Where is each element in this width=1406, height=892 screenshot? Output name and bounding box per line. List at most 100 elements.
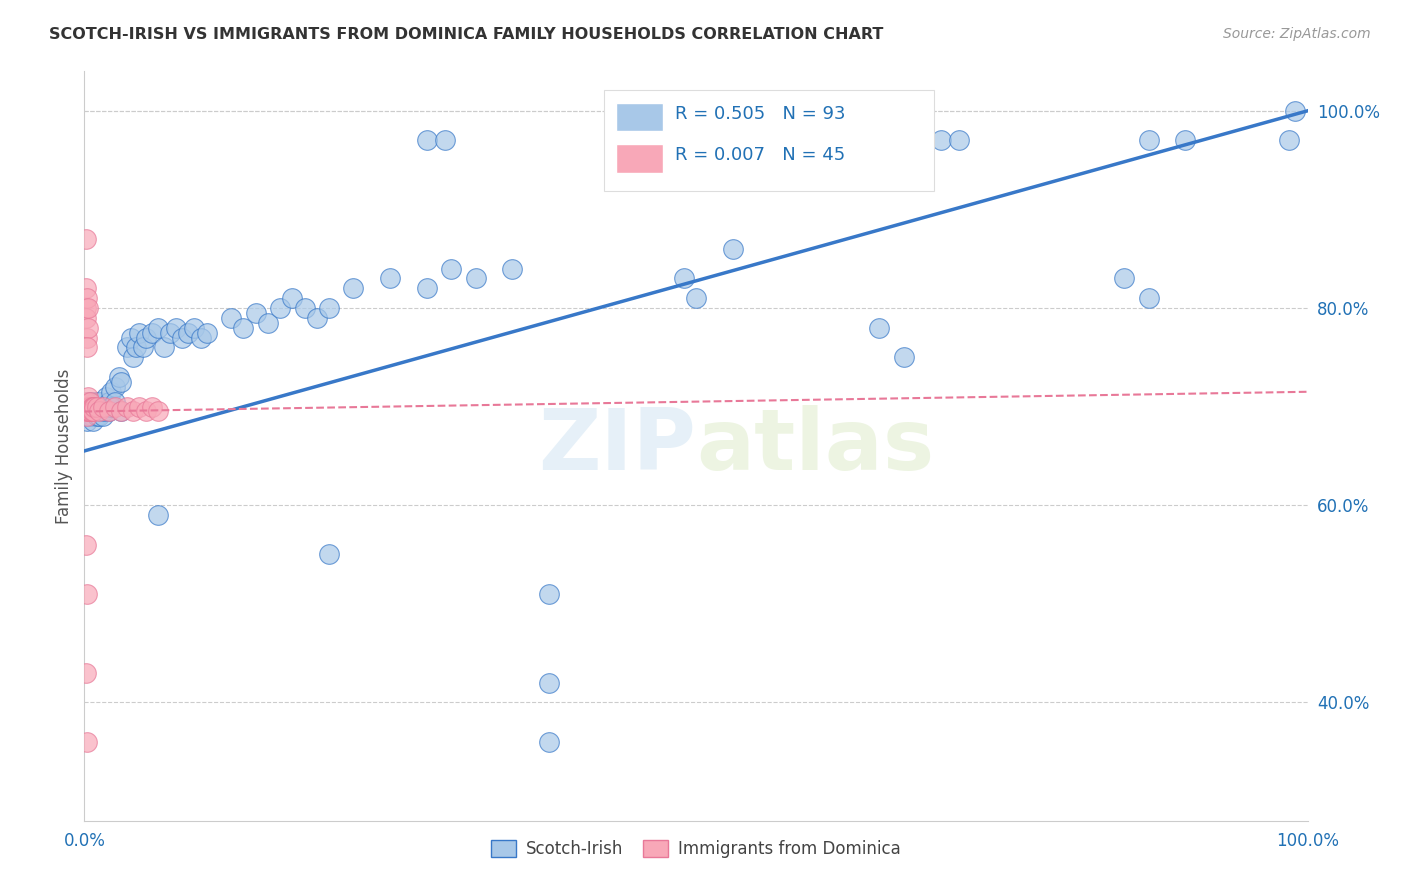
Point (110, 404, 132, 418)
Point (77, 394, 100, 409)
Text: Source: ZipAtlas.com: Source: ZipAtlas.com (1223, 27, 1371, 41)
Text: atlas: atlas (696, 404, 934, 488)
Point (135, 330, 157, 344)
Point (165, 320, 187, 334)
Point (141, 326, 163, 340)
Point (1174, 133, 1197, 147)
Point (79, 394, 101, 409)
Point (82, 414, 104, 428)
Point (135, 404, 157, 418)
Point (86, 400, 108, 414)
FancyBboxPatch shape (616, 144, 664, 172)
Point (80, 400, 103, 414)
Point (76, 330, 98, 344)
Point (195, 326, 218, 340)
Point (77, 390, 100, 404)
Point (91, 409, 114, 424)
FancyBboxPatch shape (616, 103, 664, 131)
Point (141, 400, 163, 414)
Text: R = 0.505   N = 93: R = 0.505 N = 93 (675, 105, 845, 123)
Point (132, 340, 155, 354)
Point (146, 404, 169, 418)
Point (305, 310, 328, 325)
Point (79, 394, 101, 409)
Point (82, 404, 104, 418)
Point (318, 548, 340, 562)
Point (75, 232, 97, 246)
Point (87, 409, 110, 424)
Point (84, 404, 107, 418)
Point (1114, 271, 1136, 285)
Point (1137, 291, 1160, 305)
Point (83, 404, 105, 418)
Point (245, 306, 267, 320)
Point (146, 508, 169, 522)
Point (107, 370, 129, 384)
Point (77, 320, 100, 334)
Point (100, 384, 122, 399)
Point (75, 404, 97, 418)
Point (75, 404, 97, 418)
Point (75, 665, 97, 680)
Point (82, 404, 104, 418)
Point (110, 404, 132, 418)
Point (183, 320, 205, 334)
Point (128, 326, 150, 340)
Point (97, 394, 120, 409)
Point (76, 404, 98, 418)
Point (76, 587, 98, 601)
Point (77, 404, 100, 418)
Point (76, 291, 98, 305)
Point (86, 409, 108, 424)
Point (190, 330, 212, 344)
Point (416, 133, 439, 147)
Point (87, 404, 110, 418)
Point (77, 301, 100, 315)
Point (893, 351, 915, 365)
Point (100, 400, 122, 414)
Point (76, 735, 98, 749)
Point (115, 400, 138, 414)
Point (122, 351, 145, 365)
Legend: Scotch-Irish, Immigrants from Dominica: Scotch-Irish, Immigrants from Dominica (484, 833, 908, 864)
Point (77, 400, 100, 414)
Point (612, 133, 634, 147)
Point (87, 404, 110, 418)
Point (153, 340, 176, 354)
Point (159, 326, 181, 340)
Point (630, 133, 652, 147)
Point (96, 400, 118, 414)
Point (281, 291, 304, 305)
Point (869, 320, 891, 334)
Point (93, 404, 115, 418)
Point (83, 400, 105, 414)
Point (87, 394, 110, 409)
Point (90, 404, 112, 418)
Point (104, 400, 127, 414)
Point (104, 394, 127, 409)
Point (76, 400, 98, 414)
Point (79, 404, 101, 418)
Point (929, 133, 952, 147)
Point (80, 409, 103, 424)
Point (318, 301, 340, 315)
Text: ZIP: ZIP (538, 404, 696, 488)
Point (75, 310, 97, 325)
Point (685, 291, 707, 305)
Point (89, 394, 111, 409)
Point (146, 320, 169, 334)
Text: R = 0.007   N = 45: R = 0.007 N = 45 (675, 146, 845, 164)
Point (416, 281, 439, 295)
FancyBboxPatch shape (605, 90, 935, 191)
Point (77, 409, 100, 424)
Point (115, 340, 138, 354)
Point (380, 271, 402, 285)
Point (104, 380, 127, 394)
Point (125, 340, 148, 354)
Point (219, 310, 242, 325)
Point (1278, 133, 1301, 147)
Point (128, 400, 150, 414)
Point (1284, 103, 1306, 118)
Point (83, 400, 105, 414)
Point (120, 330, 142, 344)
